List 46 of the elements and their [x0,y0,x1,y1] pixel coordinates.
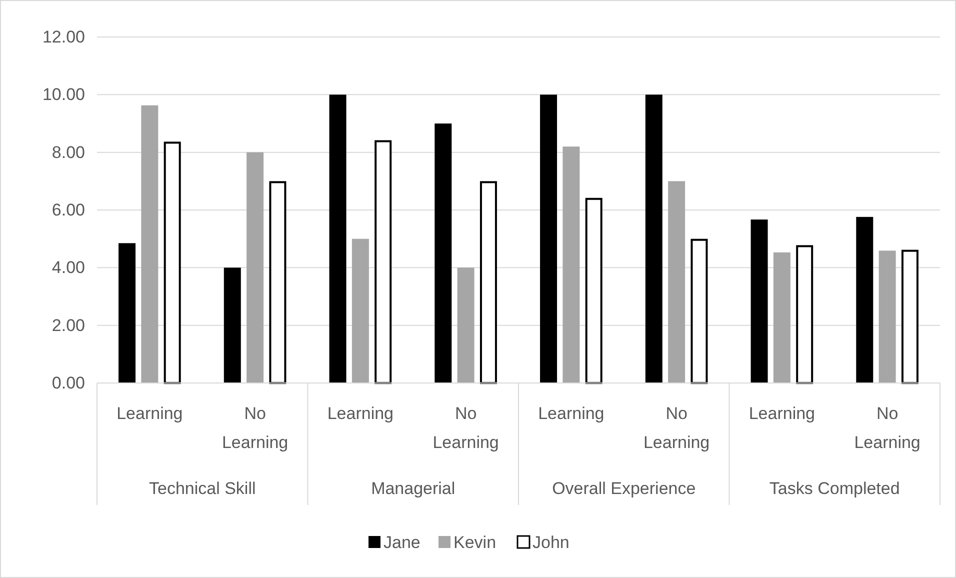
bar [118,243,136,383]
x-tick-label: No Learning [432,404,499,452]
bar [246,152,264,383]
bar [352,238,369,383]
bar [856,216,874,383]
bar [480,181,497,384]
bar [224,268,241,383]
bar [164,142,181,384]
x-tick-label: Learning [748,404,816,423]
bar [645,94,662,383]
bar [457,268,474,383]
bar [269,181,286,384]
y-tick-label: 8.00 [52,142,85,162]
text: Tasks Completed [769,479,900,498]
y-tick-label: 6.00 [52,200,85,220]
bar [690,238,708,384]
y-tick-label: 12.00 [42,27,85,46]
text: Managerial [371,479,456,498]
legend-label: Jane [384,533,420,552]
bar [562,146,580,383]
bar [329,94,346,383]
bar [750,220,768,383]
text: Technical Skill [148,479,256,498]
bar [668,181,686,383]
bar [540,94,558,383]
x-tick-label: Learning [327,404,394,423]
legend-label: Kevin [454,533,496,552]
y-tick-label: 0.00 [52,373,85,392]
y-tick-label: 10.00 [42,85,85,104]
bar [878,250,896,383]
bar [585,198,602,384]
x-tick-label: No Learning [222,404,288,452]
bar [901,250,918,384]
bar [141,105,158,383]
legend-label: John [532,533,570,552]
bar [773,252,790,383]
x-tick-label: No Learning [643,404,710,452]
x-tick-label: No Learning [854,404,920,452]
bar [434,124,452,383]
x-tick-label: Learning [116,404,183,423]
bar [796,245,814,384]
bar [374,140,392,384]
y-tick-label: 4.00 [52,258,85,278]
y-tick-label: 2.00 [52,316,85,335]
text: Overall Experience [552,479,696,498]
x-tick-label: Learning [538,404,604,423]
